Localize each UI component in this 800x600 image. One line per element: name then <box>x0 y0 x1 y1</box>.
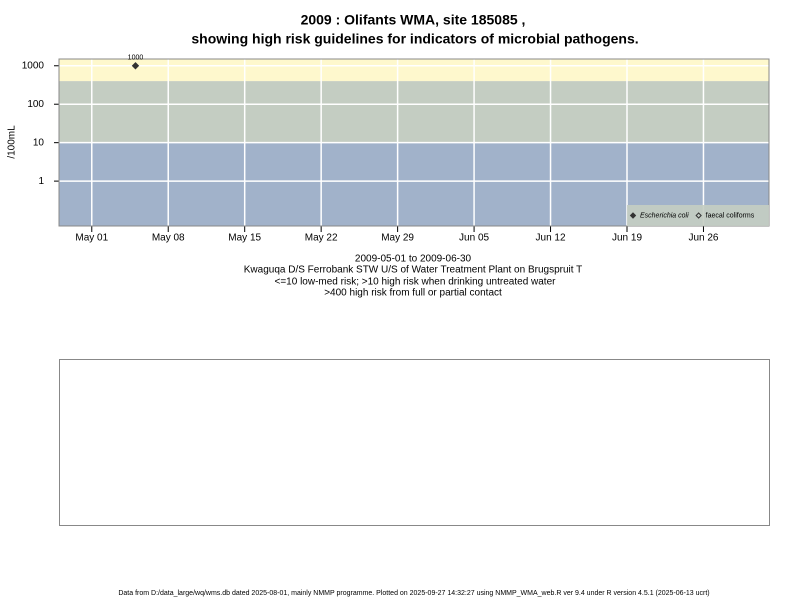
data-point <box>131 62 140 70</box>
legend-label: faecal coliforms <box>706 212 755 219</box>
risk-band <box>59 81 769 143</box>
plot-frame <box>58 58 770 227</box>
chart-title: 2009 : Olifants WMA, site 185085 , <box>301 12 526 28</box>
y-tick-label: 1000 <box>22 60 45 71</box>
note: >400 high risk from full or partial cont… <box>324 288 502 299</box>
x-tick-label: Jun 12 <box>536 233 566 244</box>
empty-panel <box>59 359 770 526</box>
y-tick-label: 100 <box>27 99 44 110</box>
x-tick-label: May 08 <box>152 233 185 244</box>
x-tick-label: Jun 19 <box>612 233 642 244</box>
y-axis-label: /100mL <box>7 125 18 159</box>
note: 2009-05-01 to 2009-06-30 <box>355 254 472 265</box>
y-tick-label: 10 <box>33 137 45 148</box>
chart-title: showing high risk guidelines for indicat… <box>191 31 638 47</box>
risk-band <box>59 59 769 82</box>
y-tick-label: 1 <box>38 176 44 187</box>
data-label: 1000 <box>128 55 144 62</box>
x-tick-label: Jun 26 <box>688 233 718 244</box>
x-tick-label: May 22 <box>305 233 338 244</box>
legend-box <box>627 205 769 226</box>
legend-marker <box>695 212 702 219</box>
x-tick-label: May 29 <box>381 233 414 244</box>
x-tick-label: May 15 <box>228 233 261 244</box>
note: <=10 low-med risk; >10 high risk when dr… <box>275 277 557 288</box>
x-tick-label: Jun 05 <box>459 233 489 244</box>
legend-marker <box>629 212 637 219</box>
note: Kwaguqa D/S Ferrobank STW U/S of Water T… <box>244 265 582 276</box>
footer: Data from D:/data_large/wq/wms.db dated … <box>118 590 709 597</box>
x-tick-label: May 01 <box>75 233 108 244</box>
legend-label: Escherichia coli <box>640 212 689 219</box>
